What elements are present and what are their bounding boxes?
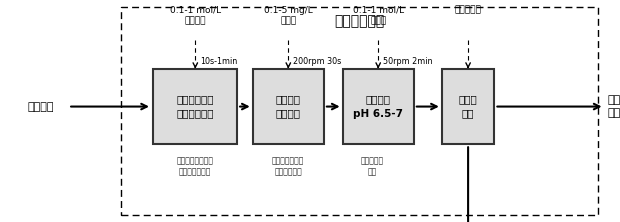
Text: 0.1-1 mol/L
钝化溶液: 0.1-1 mol/L 钝化溶液 bbox=[170, 6, 221, 26]
Text: 50rpm 2min: 50rpm 2min bbox=[383, 57, 433, 65]
Text: 消除藻源有机物对
混凝的抑制作用: 消除藻源有机物对 混凝的抑制作用 bbox=[177, 157, 214, 177]
Text: 生成藻细胞
絮体: 生成藻细胞 絮体 bbox=[360, 157, 384, 177]
Text: 藻絮体
去除: 藻絮体 去除 bbox=[459, 95, 477, 119]
Text: 200rpm 30s: 200rpm 30s bbox=[293, 57, 342, 65]
Text: 10s-1min: 10s-1min bbox=[200, 57, 237, 65]
Text: 0.1-1 mol/L
破溶液: 0.1-1 mol/L 破溶液 bbox=[353, 6, 404, 26]
Text: 0.1-5 mg/L
混凝剂: 0.1-5 mg/L 混凝剂 bbox=[264, 6, 312, 26]
Text: 混凝剂选择性吸
附在藻细胞上: 混凝剂选择性吸 附在藻细胞上 bbox=[272, 157, 304, 177]
Text: 强化混凝
pH 6.5-7: 强化混凝 pH 6.5-7 bbox=[353, 95, 403, 119]
Text: 藻类强化混凝: 藻类强化混凝 bbox=[334, 14, 385, 28]
Bar bbox=[121, 7, 598, 215]
Bar bbox=[153, 69, 237, 144]
Text: 沉降或气浮: 沉降或气浮 bbox=[454, 6, 482, 15]
Text: 混凝剂选
择性吸附: 混凝剂选 择性吸附 bbox=[276, 95, 301, 119]
Text: 含藻原水: 含藻原水 bbox=[27, 101, 53, 112]
Bar bbox=[253, 69, 324, 144]
Bar bbox=[342, 69, 414, 144]
Text: 返回
干净水体: 返回 干净水体 bbox=[608, 95, 620, 118]
Bar bbox=[441, 69, 495, 144]
Text: 藻源有机物活
性官能团钝化: 藻源有机物活 性官能团钝化 bbox=[177, 95, 214, 119]
